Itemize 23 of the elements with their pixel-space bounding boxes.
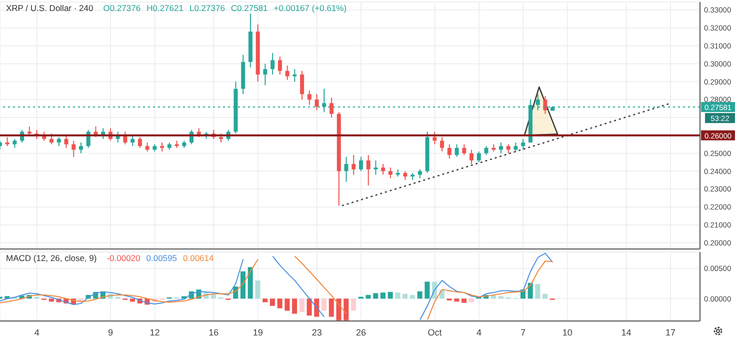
annotation: O0.27376 [103, 3, 141, 13]
x-tick-label: 4 [476, 327, 482, 338]
annotation: 0.00614 [183, 253, 214, 263]
annotation: -0.00020 [106, 253, 140, 263]
x-tick-label: 10 [562, 327, 572, 338]
annotation: C0.27581 [230, 3, 268, 13]
x-tick-label: 17 [666, 327, 676, 338]
x-tick-label: 14 [621, 327, 632, 338]
x-tick-label: 19 [252, 327, 263, 338]
annotation: H0.27621 [146, 3, 184, 13]
annotation: L0.27376 [189, 3, 225, 13]
chart-title: MACD (12, 26, close, 9) [6, 253, 97, 263]
annotation: +0.00167 (+0.61%) [274, 3, 347, 13]
chart-title: XRP / U.S. Dollar · 240 [6, 3, 94, 13]
x-tick-label: 4 [34, 327, 40, 338]
x-tick-label: Oct [428, 327, 442, 338]
x-tick-label: 12 [150, 327, 160, 338]
x-tick-label: 16 [208, 327, 219, 338]
x-tick-label: 26 [356, 327, 366, 338]
x-tick-label: 7 [520, 327, 526, 338]
annotation: 0.00595 [146, 253, 177, 263]
x-tick-label: 9 [108, 327, 114, 338]
x-tick-label: 23 [312, 327, 322, 338]
